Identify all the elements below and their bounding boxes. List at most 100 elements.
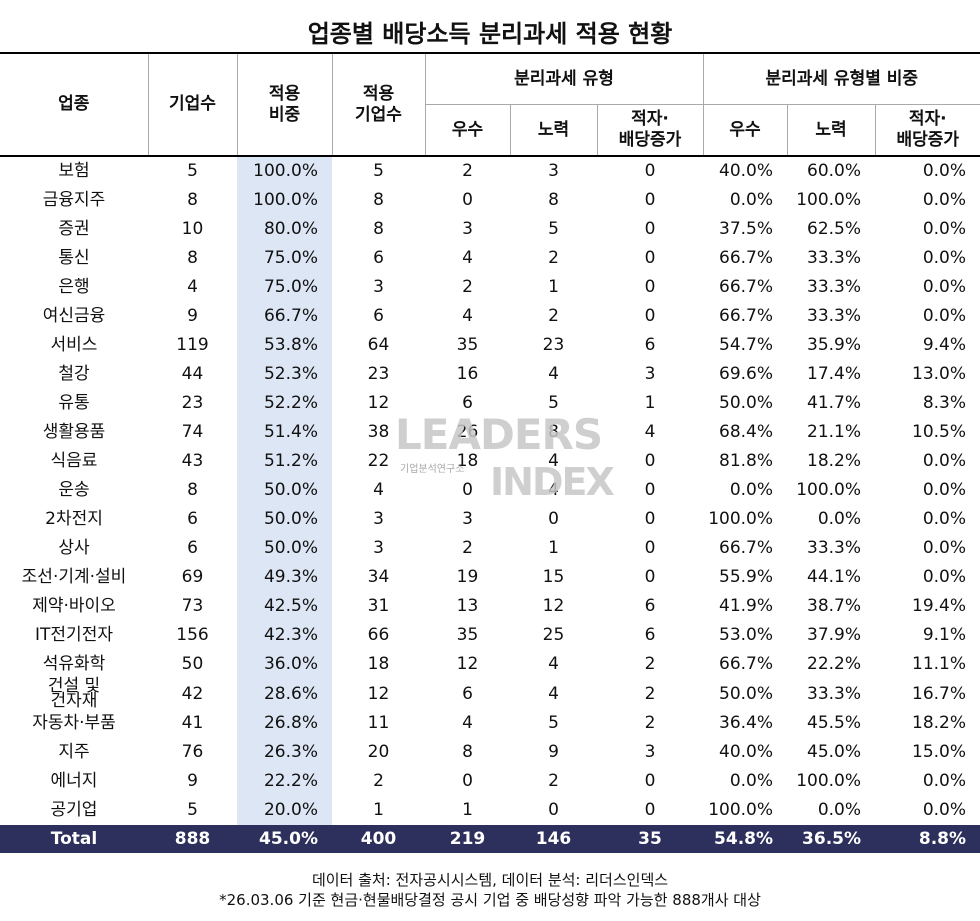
value-cell: 0.0%: [922, 509, 967, 529]
value-cell: 54.7%: [719, 335, 774, 355]
value-cell: 18.2%: [912, 713, 967, 733]
value-cell: 5: [548, 713, 559, 733]
value-cell: 66.7%: [719, 654, 774, 674]
industry-cell: 석유화학: [42, 654, 106, 674]
value-cell: 51.2%: [237, 447, 332, 476]
industry-cell: 에너지: [50, 771, 98, 791]
value-cell: 36.5%: [787, 825, 876, 853]
source: 데이터 출처: 전자공시시스템, 데이터 분석: 리더스인덱스: [311, 871, 669, 889]
value-cell: 37.5%: [719, 219, 774, 239]
value-cell: 5: [548, 393, 559, 413]
value-cell: 0: [644, 219, 656, 239]
value-cell: 4: [644, 422, 656, 442]
value-cell: 15.0%: [912, 742, 967, 762]
value-cell: 20.0%: [237, 796, 332, 825]
value-cell: 22: [367, 451, 390, 471]
value-cell: 2: [644, 683, 656, 704]
value-cell: 0.0%: [922, 567, 967, 587]
value-cell: 31: [367, 596, 390, 616]
value-cell: 1: [373, 800, 384, 820]
value-cell: 40.0%: [719, 742, 774, 762]
value-cell: 0.0%: [729, 480, 774, 500]
value-cell: 11: [367, 713, 390, 733]
title: 업종별 배당소득 분리과세 적용 현황: [307, 20, 673, 48]
value-cell: 12: [542, 596, 565, 616]
value-cell: 80.0%: [237, 215, 332, 244]
value-cell: 4: [462, 306, 473, 326]
value-cell: 38.7%: [807, 596, 862, 616]
value-cell: 9: [187, 306, 198, 326]
value-cell: 4: [548, 480, 559, 500]
value-cell: 6: [187, 509, 198, 529]
value-cell: 8: [187, 480, 198, 500]
value-cell: 4: [462, 713, 473, 733]
value-cell: 19.4%: [912, 596, 967, 616]
value-cell: 6: [373, 306, 384, 326]
industry-cell: 운송: [58, 480, 90, 500]
value-cell: 4: [462, 248, 473, 268]
value-cell: 53.0%: [719, 625, 774, 645]
value-cell: 60.0%: [807, 161, 862, 181]
value-cell: 38: [367, 422, 390, 442]
value-cell: 0: [462, 480, 473, 500]
value-cell: 23: [367, 364, 390, 384]
column-header: 우수: [702, 104, 788, 157]
value-cell: 9.1%: [922, 625, 967, 645]
value-cell: 5: [373, 161, 384, 181]
value-cell: 4: [548, 683, 559, 704]
value-cell: 3: [373, 277, 384, 297]
value-cell: 8: [548, 190, 559, 210]
value-cell: 2: [462, 538, 473, 558]
table-row: 증권 10 80.0% 8 3 5 0 37.5% 62.5% 0.0%: [0, 215, 980, 244]
industry-cell: 증권: [58, 219, 90, 239]
value-cell: 62.5%: [807, 219, 862, 239]
value-cell: 8.8%: [875, 825, 980, 853]
value-cell: 34: [367, 567, 390, 587]
value-cell: 0: [644, 451, 656, 471]
value-cell: 2: [462, 161, 473, 181]
value-cell: 66.7%: [719, 277, 774, 297]
value-cell: 0: [644, 306, 656, 326]
value-cell: 33.3%: [807, 248, 862, 268]
value-cell: 45.0%: [807, 742, 862, 762]
value-cell: 2: [373, 771, 384, 791]
value-cell: 219: [425, 825, 510, 853]
industry-cell: 은행: [58, 277, 90, 297]
industry-cell: 여신금융: [42, 306, 106, 326]
value-cell: 23: [181, 393, 204, 413]
table-row: 석유화학 50 36.0% 18 12 4 2 66.7% 22.2% 11.1%: [0, 650, 980, 679]
value-cell: 76: [181, 742, 204, 762]
value-cell: 66.7%: [719, 538, 774, 558]
value-cell: 74: [181, 422, 204, 442]
value-cell: 3: [644, 364, 656, 384]
table-row: IT전기전자 156 42.3% 66 35 25 6 53.0% 37.9% 9.1%: [0, 621, 980, 650]
value-cell: 100.0%: [796, 771, 862, 791]
dividend-table: 업종 기업수 적용 비중 적용 기업수 분리과세 유형 분리과세 유형별 비중 …: [0, 52, 980, 853]
value-cell: 8.3%: [922, 393, 967, 413]
value-cell: 13: [456, 596, 479, 616]
value-cell: 26.8%: [237, 709, 332, 738]
value-cell: 45.0%: [237, 825, 332, 853]
industry-cell: 금융지주: [42, 190, 106, 210]
industry-cell: Total: [0, 825, 148, 853]
value-cell: 22.2%: [237, 767, 332, 796]
value-cell: 4: [548, 364, 559, 384]
table-row: 여신금융 9 66.7% 6 4 2 0 66.7% 33.3% 0.0%: [0, 302, 980, 331]
value-cell: 10.5%: [912, 422, 967, 442]
value-cell: 1: [462, 800, 473, 820]
industry-cell: 식음료: [50, 451, 98, 471]
value-cell: 0: [548, 800, 559, 820]
value-cell: 0.0%: [817, 800, 862, 820]
value-cell: 6: [644, 596, 656, 616]
value-cell: 400: [332, 825, 425, 853]
value-cell: 50.0%: [237, 476, 332, 505]
table-row: 식음료 43 51.2% 22 18 4 0 81.8% 18.2% 0.0%: [0, 447, 980, 476]
value-cell: 0.0%: [729, 771, 774, 791]
table-row: 생활용품 74 51.4% 38 26 8 4 68.4% 21.1% 10.5%: [0, 418, 980, 447]
value-cell: 43: [181, 451, 204, 471]
value-cell: 100.0%: [796, 480, 862, 500]
value-cell: 66.7%: [237, 302, 332, 331]
value-cell: 51.4%: [237, 418, 332, 447]
value-cell: 3: [462, 509, 473, 529]
